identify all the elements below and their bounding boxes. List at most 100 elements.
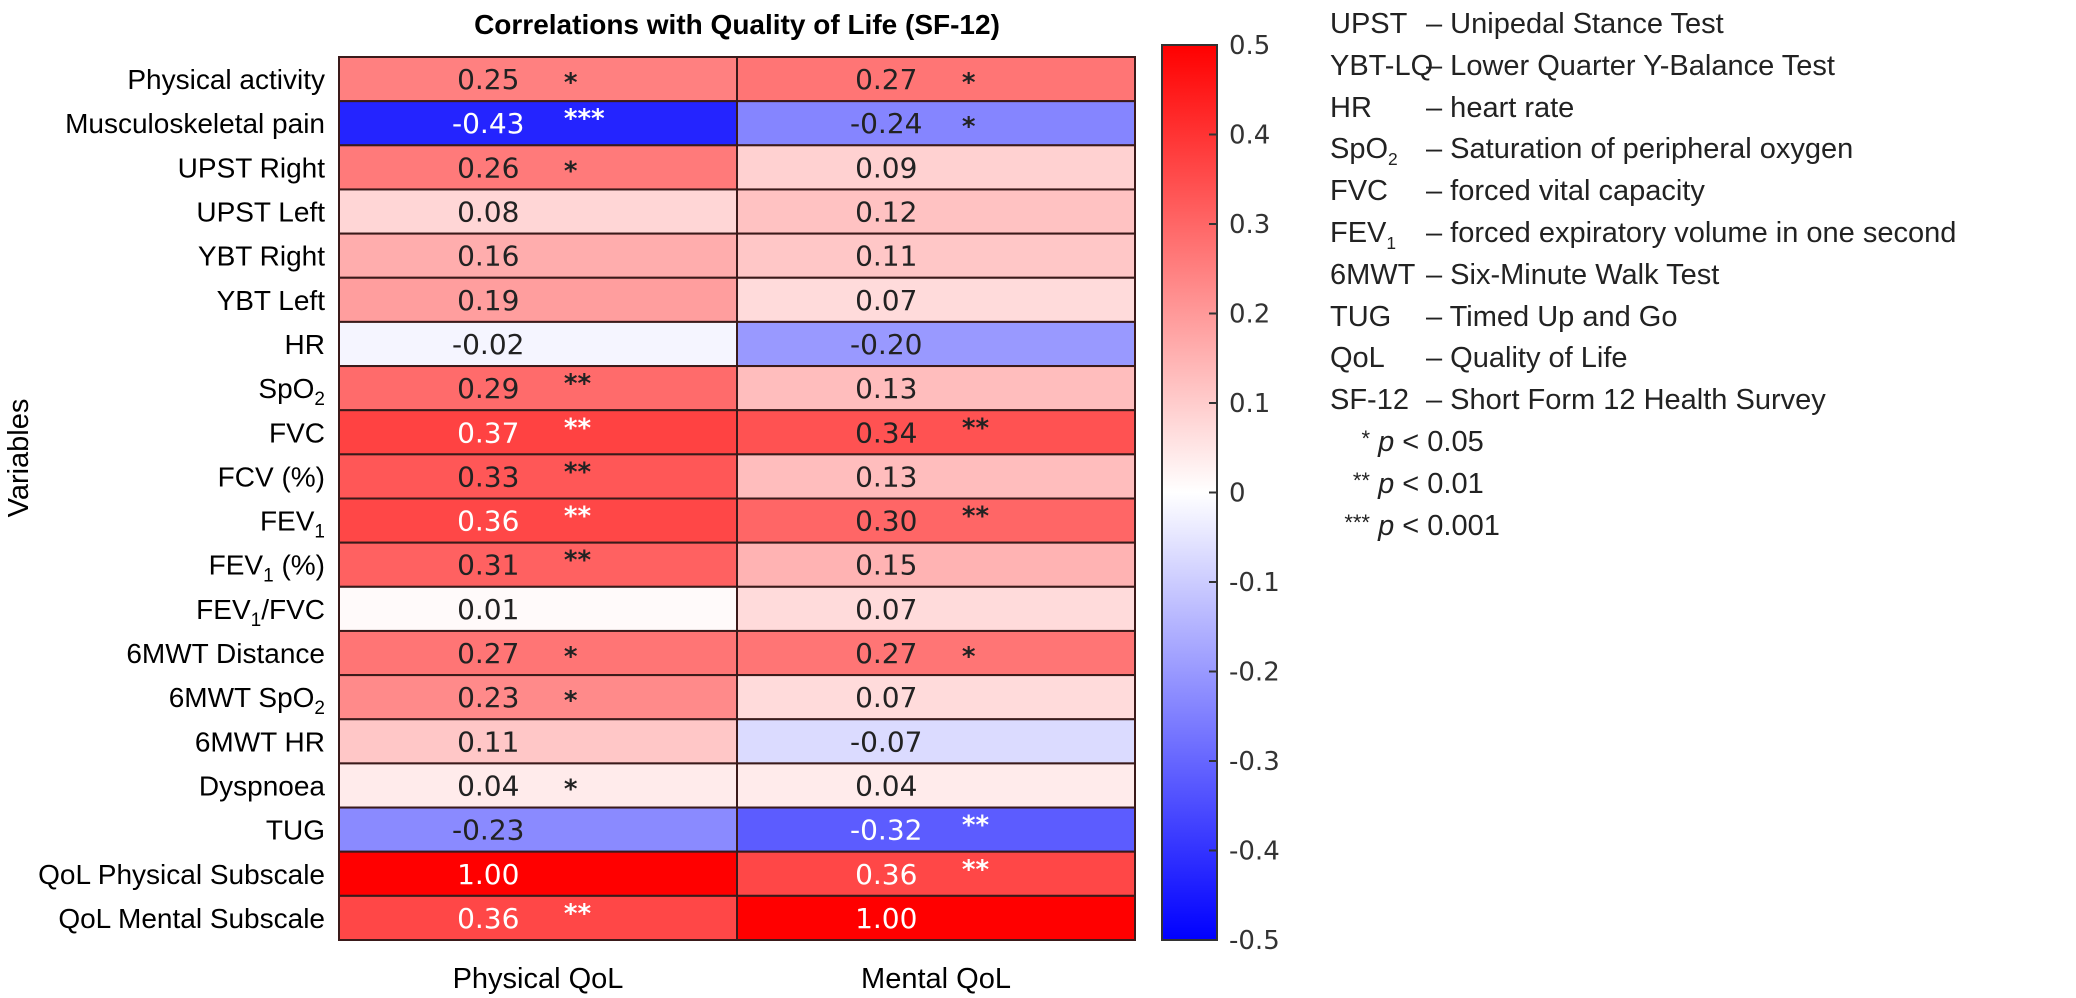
row-label: Dyspnoea xyxy=(199,770,326,801)
significance-marker: * xyxy=(564,774,578,804)
significance-marker: * xyxy=(564,686,578,716)
heatmap-cell xyxy=(338,894,738,941)
cell-value-label: 0.07 xyxy=(855,681,917,714)
y-axis-label: Variables xyxy=(3,399,35,518)
legend-description: – Unipedal Stance Test xyxy=(1426,8,1724,40)
cell-value-label: 0.29 xyxy=(457,372,519,405)
heatmap-cell xyxy=(338,850,738,897)
heatmap-cell xyxy=(338,497,738,544)
column-label: Mental QoL xyxy=(861,963,1011,995)
heatmap-cell xyxy=(736,674,1136,721)
cell-value-label: 0.27 xyxy=(457,637,519,670)
heatmap-cell xyxy=(338,320,738,368)
heatmap-cell xyxy=(736,497,1136,544)
cell-value-label: 0.08 xyxy=(457,196,519,229)
cell-value-label: 0.36 xyxy=(457,902,519,935)
heatmap-cell xyxy=(736,144,1136,191)
significance-marker: *** xyxy=(564,104,605,134)
heatmap-cell xyxy=(736,365,1136,412)
cell-value-label: 0.15 xyxy=(855,549,917,582)
cell-value-label: 0.23 xyxy=(457,681,519,714)
colorbar-gradient xyxy=(1161,44,1218,941)
colorbar-tick-label: -0.4 xyxy=(1229,837,1280,867)
heatmap-cell xyxy=(338,276,738,323)
cell-value-label: 0.07 xyxy=(855,284,917,317)
significance-marker: ** xyxy=(962,855,990,885)
legend-abbreviation: 6MWT xyxy=(1330,258,1416,291)
legend-abbreviation: QoL xyxy=(1330,342,1385,375)
heatmap-cell xyxy=(736,320,1136,368)
row-label: FVC xyxy=(269,417,325,448)
significance-legend-entry: ** p < 0.01 xyxy=(1352,467,1484,500)
heatmap-cell xyxy=(736,56,1136,103)
row-label: HR xyxy=(285,329,325,360)
significance-marker: ** xyxy=(564,546,592,576)
row-label: UPST Right xyxy=(178,152,326,183)
heatmap-cell xyxy=(338,718,738,765)
heatmap-cell xyxy=(736,232,1136,279)
significance-marker: * xyxy=(962,642,976,672)
legend-abbreviation: SF-12 xyxy=(1330,384,1409,417)
cell-value-label: -0.43 xyxy=(452,107,524,140)
colorbar-tick-label: 0.2 xyxy=(1229,300,1270,330)
legend-abbreviation: YBT-LQ xyxy=(1330,49,1434,82)
colorbar: 0.5 0.4 0.3 0.2 0.1 0 -0.1 -0.2 -0.3 -0.4 -0.5 xyxy=(1161,31,1280,956)
chart-title: Correlations with Quality of Life (SF-12… xyxy=(474,9,1000,40)
significance-marker: * xyxy=(962,112,976,142)
cell-value-label: 0.13 xyxy=(855,460,917,493)
legend-entry: QoL – Quality of Life xyxy=(1330,338,1956,380)
legend-entry: SF-12 – Short Form 12 Health Survey xyxy=(1330,380,1956,422)
heatmap-cell xyxy=(338,762,738,809)
row-label: FEV1 (%) xyxy=(209,550,325,587)
heatmap-cell xyxy=(736,276,1136,323)
colorbar-tick-label: -0.1 xyxy=(1229,568,1280,598)
row-label: 6MWT HR xyxy=(195,726,325,757)
colorbar-tick-label: -0.5 xyxy=(1229,926,1280,956)
heatmap-cell xyxy=(736,718,1136,765)
column-label: Physical QoL xyxy=(453,963,624,995)
cell-value-label: -0.20 xyxy=(850,328,922,361)
cell-value-label: 0.04 xyxy=(457,769,519,802)
significance-legend-entry: *** p < 0.001 xyxy=(1344,509,1500,542)
significance-marker: ** xyxy=(564,502,592,532)
row-label: YBT Right xyxy=(198,241,325,272)
row-label: QoL Physical Subscale xyxy=(38,859,325,890)
cell-value-label: -0.02 xyxy=(452,328,524,361)
heatmap-cell xyxy=(736,894,1136,941)
column-labels: Physical QoL Mental QoL xyxy=(453,963,1011,995)
legend-description: – heart rate xyxy=(1426,91,1575,124)
cell-value-label: 0.11 xyxy=(457,725,519,758)
cell-value-label: 0.16 xyxy=(457,240,519,273)
heatmap-cell xyxy=(338,188,738,235)
cell-value-label: -0.24 xyxy=(850,107,922,140)
heatmap-cell xyxy=(736,541,1136,588)
cell-value-label: 0.30 xyxy=(855,505,917,538)
cell-value-label: 1.00 xyxy=(457,858,519,891)
abbreviation-legend: UPST – Unipedal Stance Test YBT-LQ– Lower … xyxy=(1330,4,1956,547)
significance-marker: * xyxy=(564,68,578,98)
row-label: TUG xyxy=(266,815,325,846)
heatmap-cell xyxy=(338,409,738,456)
legend-description: – Lower Quarter Y-Balance Test xyxy=(1426,49,1835,82)
legend-abbreviation: FEV1 xyxy=(1330,216,1397,253)
significance-legend-entry: * p < 0.05 xyxy=(1361,425,1484,458)
significance-marker: * xyxy=(962,68,976,98)
legend-entry: HR – heart rate xyxy=(1330,88,1956,130)
row-label: 6MWT Distance xyxy=(126,638,325,669)
heatmap-cell xyxy=(338,144,738,191)
heatmap-cell xyxy=(736,100,1136,147)
heatmap-cell xyxy=(338,806,738,853)
heatmap-cell xyxy=(736,629,1136,677)
legend-description: – Short Form 12 Health Survey xyxy=(1426,384,1826,417)
significance-marker: ** xyxy=(962,413,990,443)
legend-abbreviation: SpO2 xyxy=(1330,133,1398,170)
cell-value-label: 0.26 xyxy=(457,151,519,184)
legend-entry: UPST – Unipedal Stance Test xyxy=(1330,4,1956,46)
significance-marker: * xyxy=(564,156,578,186)
legend-entry: 6MWT – Six-Minute Walk Test xyxy=(1330,255,1956,297)
row-label: FEV1 xyxy=(260,506,325,543)
cell-value-label: 0.07 xyxy=(855,593,917,626)
cell-value-label: 0.33 xyxy=(457,460,519,493)
cell-value-label: 0.31 xyxy=(457,549,519,582)
cell-value-label: 0.19 xyxy=(457,284,519,317)
